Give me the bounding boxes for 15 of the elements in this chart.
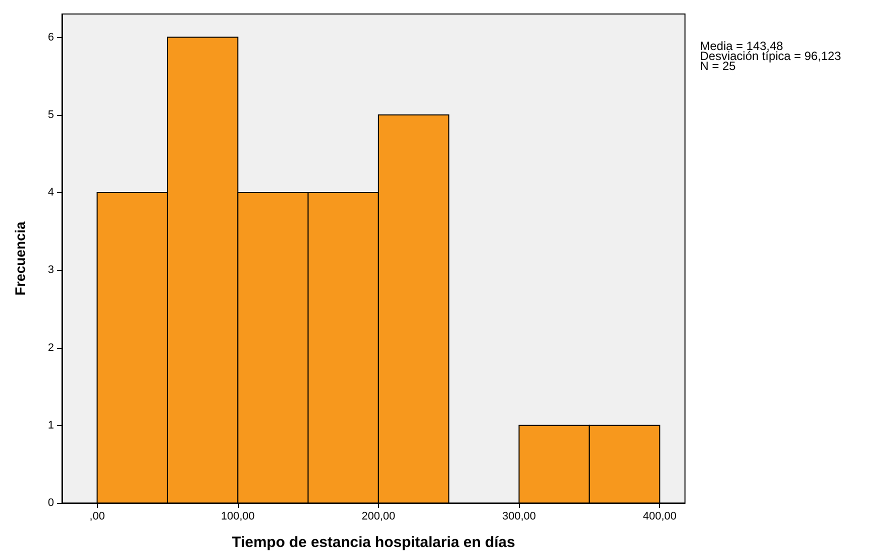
text: N = 25 <box>700 59 736 73</box>
y-tick-label: 4 <box>48 186 54 199</box>
x-tick-label: ,00 <box>90 510 105 522</box>
x-axis-title: Tiempo de estancia hospitalaria en días <box>232 534 516 551</box>
x-tick-label: 300,00 <box>502 510 536 522</box>
y-tick-label: 6 <box>48 31 54 44</box>
y-tick-label: 5 <box>48 108 54 121</box>
x-tick-label: 400,00 <box>642 510 677 522</box>
y-tick-label: 1 <box>48 419 54 432</box>
y-tick-label: 2 <box>48 342 54 354</box>
y-tick-label: 3 <box>48 264 54 276</box>
x-tick-label: 200,00 <box>362 510 396 522</box>
x-tick-label: 100,00 <box>220 510 255 522</box>
y-tick-label: 0 <box>48 497 54 509</box>
y-axis-title: Frecuencia <box>12 221 28 296</box>
